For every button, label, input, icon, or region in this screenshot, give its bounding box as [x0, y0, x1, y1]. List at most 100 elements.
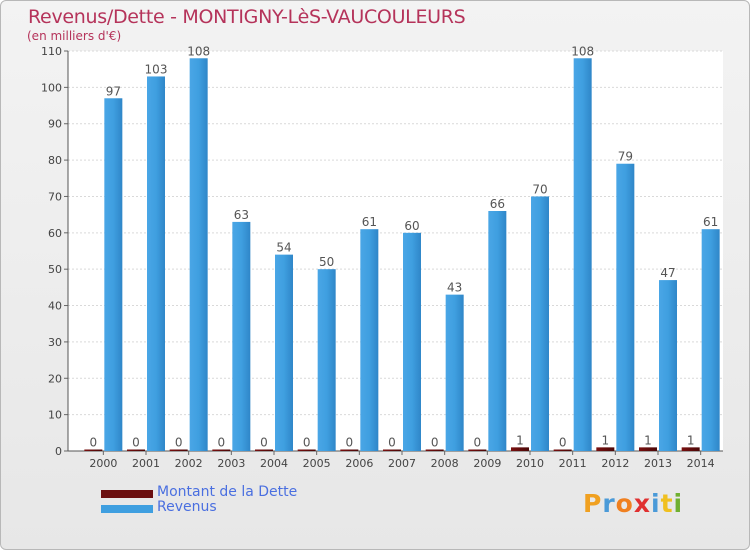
bar-revenus — [531, 196, 549, 451]
logo-letter: o — [615, 489, 634, 518]
x-tick-label: 2010 — [516, 457, 544, 470]
bar-revenus — [573, 58, 592, 451]
data-label-revenus: 66 — [490, 197, 505, 211]
bar-dette — [255, 449, 273, 451]
bar-dette — [681, 447, 700, 451]
data-label-dette: 0 — [218, 436, 226, 450]
x-tick-label: 2000 — [89, 457, 117, 470]
bar-revenus — [275, 254, 293, 451]
data-label-revenus: 60 — [404, 219, 419, 233]
y-tick-label: 60 — [48, 227, 62, 240]
data-label-revenus: 108 — [571, 44, 594, 58]
logo-letter: i — [673, 489, 684, 518]
data-label-dette: 0 — [388, 436, 396, 450]
y-tick-label: 0 — [55, 445, 62, 458]
bar-dette — [169, 449, 188, 451]
data-label-revenus: 54 — [276, 241, 291, 255]
legend-label-revenus: Revenus — [157, 499, 217, 515]
bar-dette — [383, 449, 401, 451]
bar-dette — [596, 447, 615, 451]
logo-letter: r — [602, 489, 616, 518]
bar-revenus — [360, 229, 379, 451]
data-label-revenus: 61 — [703, 215, 718, 229]
logo-letter: i — [651, 489, 661, 518]
data-label-revenus: 43 — [447, 281, 462, 295]
x-tick-label: 2014 — [687, 457, 715, 470]
bar-dette — [340, 449, 359, 451]
data-label-dette: 0 — [175, 436, 183, 450]
bar-revenus — [701, 229, 720, 451]
chart-subtitle: (en milliers d'€) — [27, 29, 122, 43]
data-label-dette: 0 — [559, 436, 567, 450]
plot-area — [68, 51, 723, 451]
data-label-dette: 0 — [474, 436, 482, 450]
bar-dette — [468, 449, 487, 451]
data-label-dette: 0 — [132, 436, 140, 450]
data-label-revenus: 108 — [187, 44, 210, 58]
data-label-revenus: 103 — [145, 62, 168, 76]
data-label-dette: 0 — [260, 436, 268, 450]
bar-revenus — [104, 98, 123, 451]
data-label-revenus: 97 — [106, 84, 121, 98]
x-tick-label: 2012 — [601, 457, 629, 470]
bar-dette — [127, 449, 145, 451]
bar-revenus — [189, 58, 208, 451]
bar-dette — [511, 447, 529, 451]
x-tick-label: 2011 — [559, 457, 587, 470]
y-tick-label: 40 — [48, 300, 62, 313]
bar-dette — [84, 449, 103, 451]
data-label-dette: 1 — [602, 433, 610, 447]
x-tick-label: 2009 — [473, 457, 501, 470]
proxiti-logo: Proxiti — [583, 489, 683, 518]
x-tick-label: 2001 — [132, 457, 160, 470]
bar-dette — [639, 447, 657, 451]
y-tick-label: 30 — [48, 336, 62, 349]
y-tick-label: 80 — [48, 154, 62, 167]
y-tick-label: 110 — [41, 45, 62, 58]
bar-revenus — [445, 294, 464, 451]
x-tick-label: 2006 — [345, 457, 373, 470]
x-tick-label: 2004 — [260, 457, 288, 470]
bar-revenus — [317, 269, 336, 451]
bar-revenus — [616, 163, 635, 451]
legend-swatch-revenus — [101, 505, 153, 513]
data-label-dette: 0 — [90, 436, 98, 450]
bar-dette — [425, 449, 444, 451]
chart-title: Revenus/Dette - MONTIGNY-LèS-VAUCOULEURS — [28, 6, 466, 28]
data-label-dette: 1 — [516, 433, 524, 447]
bar-revenus — [488, 211, 507, 451]
legend-swatch-dette — [101, 490, 153, 498]
bar-revenus — [147, 76, 165, 452]
logo-letter: t — [660, 489, 674, 518]
bar-dette — [212, 449, 231, 451]
y-tick-label: 70 — [48, 190, 62, 203]
data-label-revenus: 79 — [618, 150, 633, 164]
bar-revenus — [403, 232, 421, 451]
x-tick-label: 2005 — [303, 457, 331, 470]
y-tick-label: 100 — [41, 81, 62, 94]
data-label-dette: 0 — [346, 436, 354, 450]
data-label-dette: 0 — [431, 436, 439, 450]
logo-letter: x — [633, 489, 651, 518]
x-tick-label: 2002 — [175, 457, 203, 470]
bar-dette — [553, 449, 572, 451]
x-tick-label: 2007 — [388, 457, 416, 470]
logo-letter: P — [583, 489, 603, 518]
data-label-revenus: 63 — [234, 208, 249, 222]
y-tick-label: 10 — [48, 409, 62, 422]
data-label-revenus: 50 — [319, 255, 334, 269]
y-tick-label: 20 — [48, 372, 62, 385]
bar-revenus — [232, 221, 251, 451]
data-label-dette: 1 — [687, 433, 695, 447]
x-tick-label: 2003 — [217, 457, 245, 470]
legend-label-dette: Montant de la Dette — [157, 484, 298, 500]
data-label-dette: 0 — [303, 436, 311, 450]
data-label-revenus: 47 — [660, 266, 675, 280]
bar-revenus — [659, 280, 677, 451]
x-tick-label: 2008 — [431, 457, 459, 470]
data-label-revenus: 70 — [532, 182, 547, 196]
y-tick-label: 50 — [48, 263, 62, 276]
x-tick-label: 2013 — [644, 457, 672, 470]
